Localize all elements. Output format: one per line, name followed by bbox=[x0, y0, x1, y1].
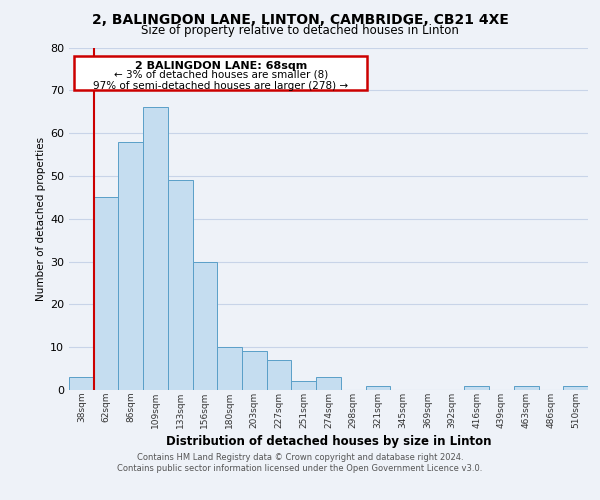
Bar bbox=[292, 382, 316, 390]
Bar bbox=[193, 262, 217, 390]
Text: Contains public sector information licensed under the Open Government Licence v3: Contains public sector information licen… bbox=[118, 464, 482, 473]
Bar bbox=[143, 108, 168, 390]
Text: 97% of semi-detached houses are larger (278) →: 97% of semi-detached houses are larger (… bbox=[93, 80, 349, 90]
Text: Contains HM Land Registry data © Crown copyright and database right 2024.: Contains HM Land Registry data © Crown c… bbox=[137, 452, 463, 462]
Bar bbox=[118, 142, 143, 390]
Bar bbox=[464, 386, 489, 390]
Bar bbox=[316, 377, 341, 390]
FancyBboxPatch shape bbox=[74, 56, 367, 90]
Bar bbox=[514, 386, 539, 390]
Bar bbox=[217, 347, 242, 390]
Bar bbox=[242, 352, 267, 390]
Bar bbox=[69, 377, 94, 390]
Y-axis label: Number of detached properties: Number of detached properties bbox=[36, 136, 46, 301]
Text: 2 BALINGDON LANE: 68sqm: 2 BALINGDON LANE: 68sqm bbox=[134, 60, 307, 70]
Bar bbox=[365, 386, 390, 390]
Text: Size of property relative to detached houses in Linton: Size of property relative to detached ho… bbox=[141, 24, 459, 37]
Bar bbox=[94, 198, 118, 390]
X-axis label: Distribution of detached houses by size in Linton: Distribution of detached houses by size … bbox=[166, 434, 491, 448]
Bar bbox=[267, 360, 292, 390]
Text: 2, BALINGDON LANE, LINTON, CAMBRIDGE, CB21 4XE: 2, BALINGDON LANE, LINTON, CAMBRIDGE, CB… bbox=[92, 12, 508, 26]
Bar bbox=[563, 386, 588, 390]
Bar bbox=[168, 180, 193, 390]
Text: ← 3% of detached houses are smaller (8): ← 3% of detached houses are smaller (8) bbox=[113, 70, 328, 80]
